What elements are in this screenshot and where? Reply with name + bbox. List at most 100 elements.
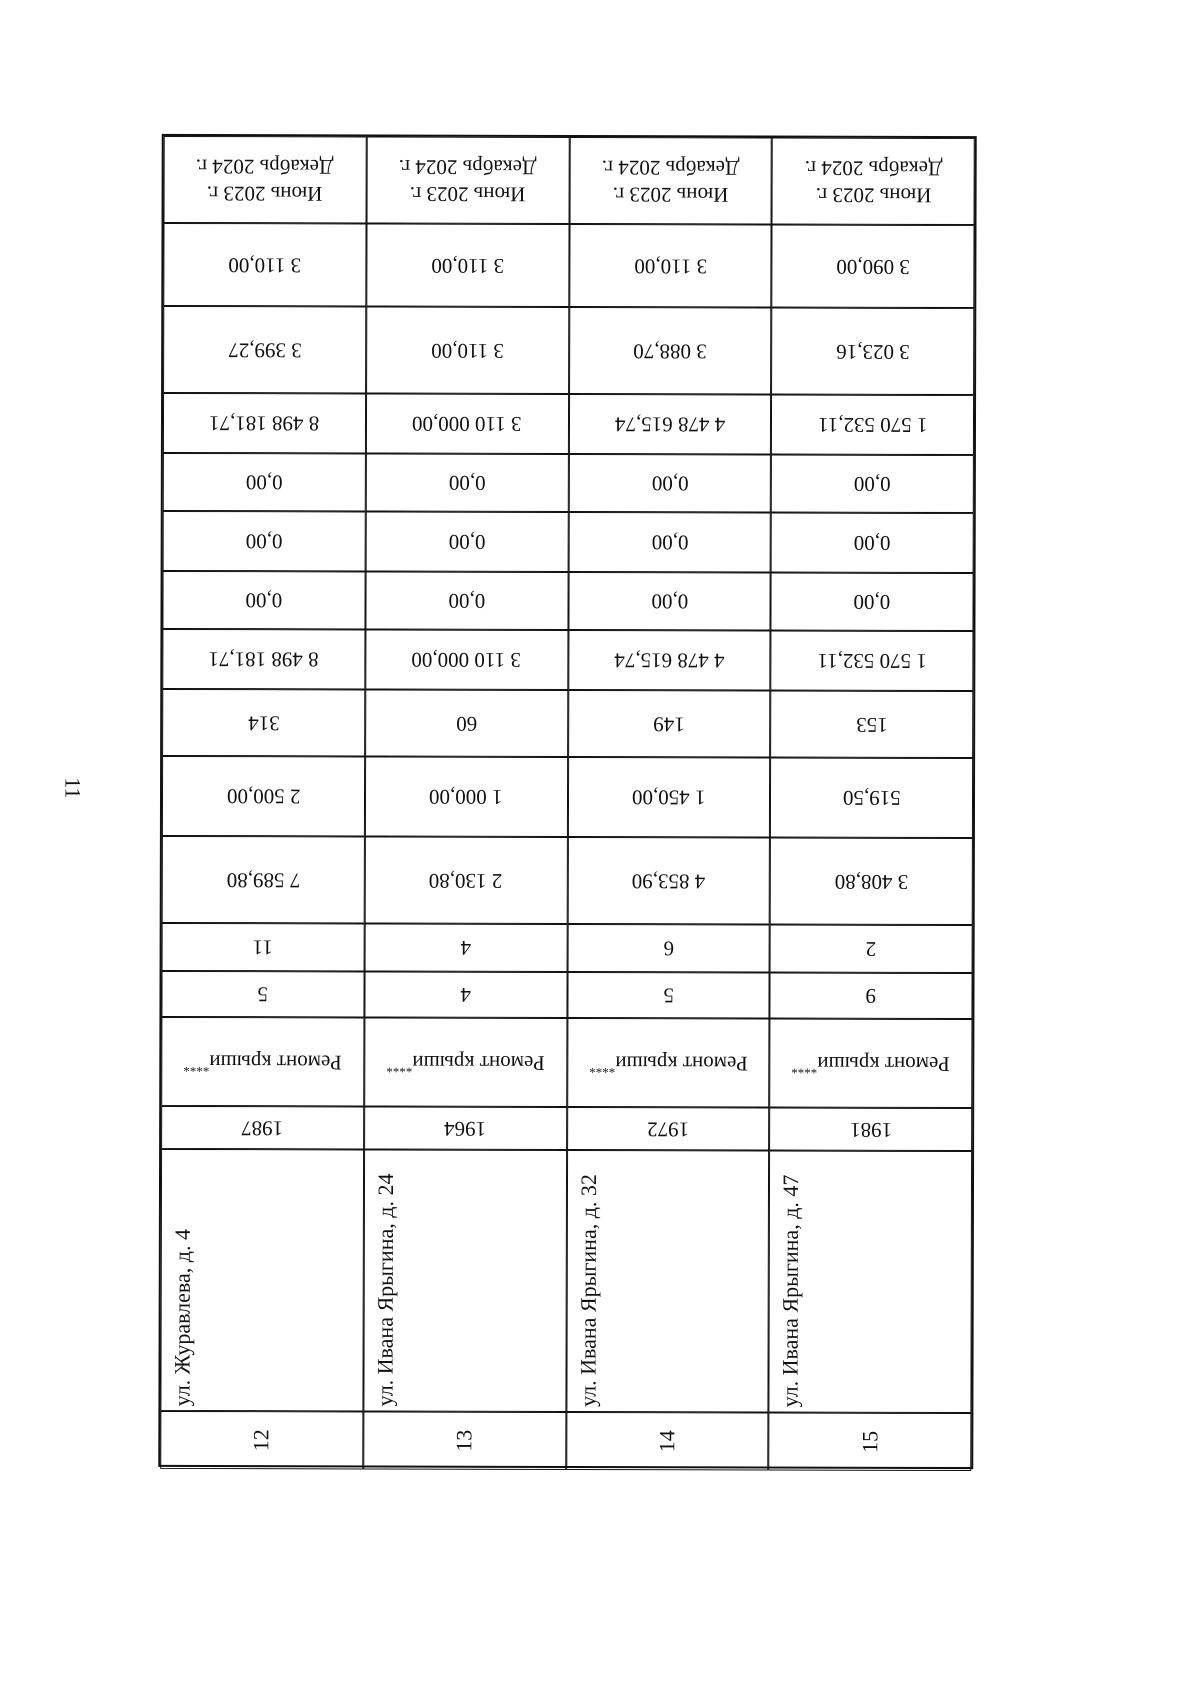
year-text: 1981: [849, 1117, 892, 1142]
cell-c5: 0,00: [365, 571, 569, 631]
page-number: 11: [60, 777, 86, 799]
floors-text: 5: [257, 982, 269, 1007]
cell-c9: 3 110,00: [365, 306, 569, 395]
cell-work: Ремонт крыши****: [769, 1018, 973, 1109]
c5-text: 0,00: [245, 588, 283, 613]
c2-text: 519,50: [842, 786, 901, 811]
cell-c3: 153: [770, 690, 974, 759]
c8-text: 3 110 000,00: [412, 412, 522, 437]
cell-c9: 3 088,70: [568, 307, 772, 395]
cell-period: Июнь 2023 г. Декабрь 2024 г.: [163, 135, 367, 224]
address-text: ул. Журавлева, д. 4: [169, 1228, 195, 1407]
cell-c5: 0,00: [567, 572, 771, 631]
num-text: 15: [856, 1430, 882, 1453]
floors-text: 9: [865, 984, 877, 1009]
entrances-text: 11: [252, 935, 274, 960]
cell-address: ул. Журавлева, д. 4: [160, 1148, 364, 1412]
cell-c4: 8 498 181,71: [162, 628, 366, 690]
c9-text: 3 110,00: [430, 338, 504, 363]
cell-work: Ремонт крыши****: [566, 1017, 770, 1108]
cell-c3: 314: [162, 688, 366, 757]
cell-c10: 3 110,00: [163, 222, 367, 307]
c4-text: 3 110 000,00: [411, 648, 522, 673]
cell-c7: 0,00: [771, 454, 974, 514]
c6-text: 0,00: [651, 530, 688, 555]
cell-c10: 3 110,00: [366, 223, 570, 308]
c1-text: 2 130,80: [429, 868, 503, 893]
cell-num: 15: [768, 1412, 972, 1472]
cell-c6: 0,00: [568, 512, 772, 573]
c10-text: 3 110,00: [228, 253, 302, 278]
cell-c5: 0,00: [770, 572, 974, 632]
c1-text: 7 589,80: [226, 868, 300, 893]
cell-c9: 3 399,27: [163, 305, 367, 394]
c5-text: 0,00: [448, 589, 486, 614]
cell-year: 1972: [566, 1106, 770, 1151]
c2-text: 2 500,00: [226, 784, 301, 809]
cell-num: 14: [565, 1411, 769, 1471]
c6-text: 0,00: [853, 531, 891, 556]
cell-address: ул. Ивана Ярыгина, д. 32: [565, 1149, 770, 1413]
c8-text: 8 498 181,71: [209, 411, 320, 436]
cell-c6: 0,00: [770, 512, 974, 574]
period-text: Июнь 2023 г. Декабрь 2024 г.: [601, 155, 740, 208]
work-text: Ремонт крыши****: [792, 1049, 950, 1077]
cell-work: Ремонт крыши****: [161, 1016, 365, 1107]
c4-text: 1 570 532,11: [817, 649, 927, 674]
c5-text: 0,00: [853, 590, 891, 615]
c4-text: 8 498 181,71: [208, 647, 319, 672]
cell-c2: 519,50: [770, 757, 974, 839]
entrances-text: 2: [865, 937, 877, 962]
cell-c2: 1 450,00: [567, 757, 771, 838]
period-text: Июнь 2023 г. Декабрь 2024 г.: [804, 156, 943, 208]
c6-text: 0,00: [448, 530, 486, 555]
footnote-mark: ****: [791, 1061, 818, 1077]
repair-table: Июнь 2023 г. Декабрь 2024 г. Июнь 2023 г.…: [158, 133, 977, 1472]
c1-text: 3 408,80: [834, 869, 909, 895]
cell-year: 1981: [769, 1107, 973, 1152]
cell-num: 13: [363, 1411, 566, 1470]
entrances-text: 4: [460, 936, 472, 961]
work-type: Ремонт крыши: [614, 1051, 748, 1076]
cell-year: 1964: [363, 1106, 567, 1150]
cell-floors: 5: [161, 970, 365, 1018]
c9-text: 3 088,70: [633, 339, 707, 364]
work-text: Ремонт крыши****: [183, 1048, 341, 1076]
cell-c10: 3 110,00: [568, 224, 772, 308]
cell-c8: 4 478 615,74: [568, 394, 772, 455]
cell-c10: 3 090,00: [771, 224, 975, 309]
cell-floors: 5: [566, 971, 770, 1019]
cell-c3: 149: [567, 690, 771, 758]
cell-c1: 4 853,90: [567, 836, 771, 925]
cell-address: ул. Ивана Ярыгина, д. 24: [363, 1149, 567, 1412]
num-text: 14: [654, 1430, 680, 1453]
year-text: 1972: [646, 1117, 690, 1142]
c3-text: 153: [856, 712, 888, 737]
c6-text: 0,00: [245, 529, 283, 554]
floors-text: 4: [460, 983, 471, 1008]
c3-text: 314: [247, 711, 280, 736]
work-text: Ремонт крыши****: [589, 1049, 747, 1077]
cell-address: ул. Ивана Ярыгина, д. 47: [768, 1150, 973, 1414]
cell-c2: 2 500,00: [161, 755, 365, 837]
c9-text: 3 023,16: [836, 339, 910, 365]
cell-c1: 2 130,80: [364, 836, 568, 924]
cell-floors: 9: [769, 972, 973, 1020]
cell-num: 12: [160, 1410, 364, 1470]
cell-c4: 1 570 532,11: [770, 630, 974, 692]
entrances-text: 6: [663, 936, 674, 961]
num-text: 12: [248, 1429, 274, 1452]
c7-text: 0,00: [245, 470, 283, 495]
work-type: Ремонт крыши: [817, 1051, 951, 1077]
year-text: 1987: [241, 1116, 284, 1141]
c5-text: 0,00: [650, 589, 688, 614]
footnote-mark: ****: [183, 1060, 210, 1076]
floors-text: 5: [663, 983, 674, 1008]
cell-c1: 7 589,80: [161, 835, 365, 924]
footnote-mark: ****: [588, 1061, 615, 1077]
c2-text: 1 450,00: [632, 785, 706, 811]
num-text: 13: [451, 1429, 477, 1452]
cell-c3: 60: [364, 689, 568, 758]
cell-c2: 1 000,00: [364, 756, 568, 837]
year-text: 1964: [444, 1116, 487, 1141]
